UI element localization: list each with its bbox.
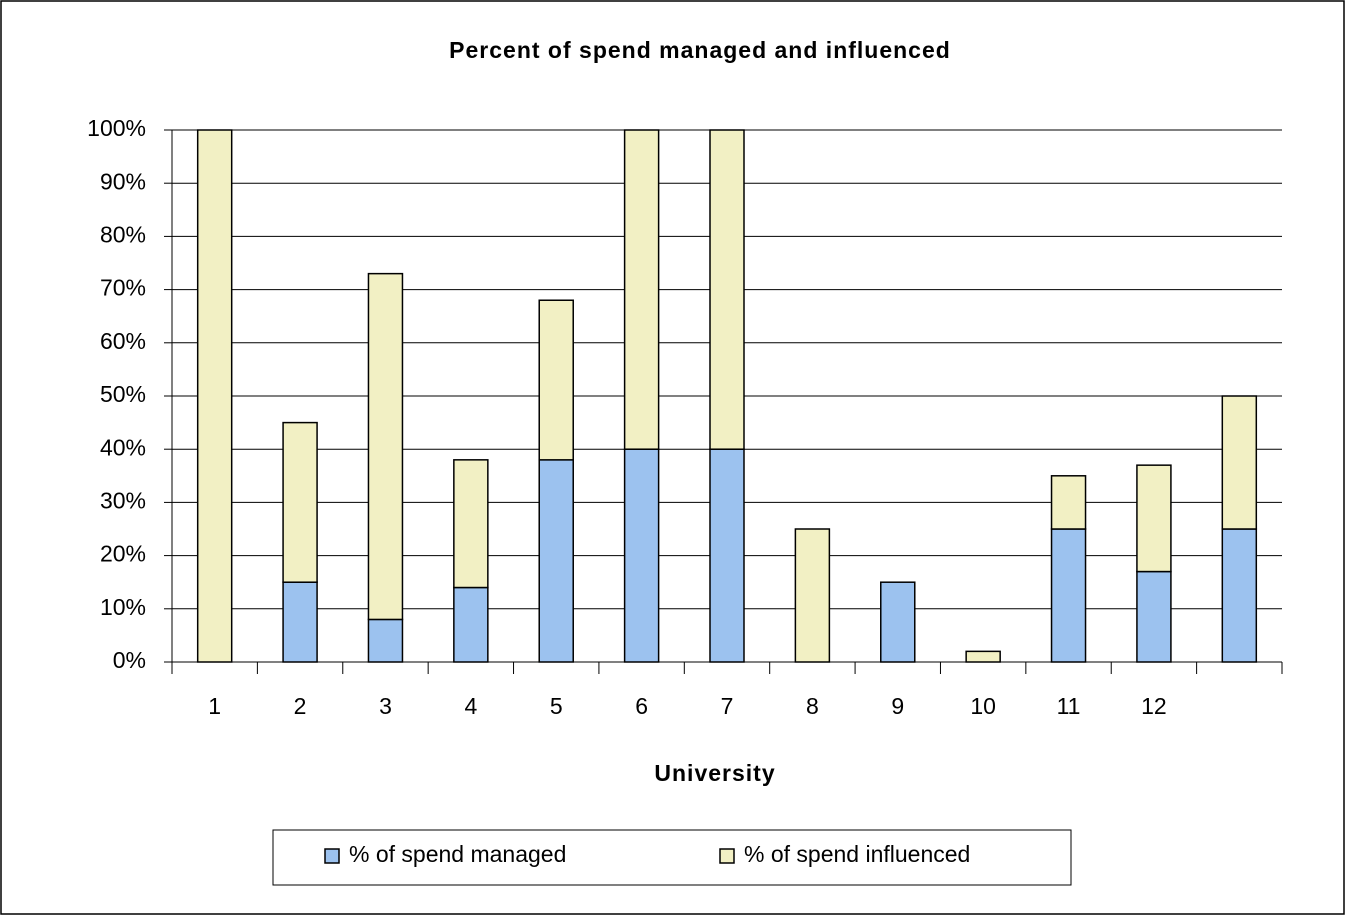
y-tick-label: 100% — [87, 115, 146, 141]
legend-box — [272, 829, 1072, 886]
bar-segment — [880, 581, 916, 663]
bar-segment — [1050, 528, 1087, 663]
x-tick-label: 9 — [891, 693, 904, 719]
y-tick-label: 60% — [100, 328, 146, 354]
legend-label: % of spend managed — [349, 841, 566, 867]
bar-segment — [965, 650, 1001, 663]
bar-segment — [1221, 395, 1258, 530]
y-tick-label: 30% — [100, 487, 146, 513]
bar-segment — [196, 129, 233, 663]
y-tick-label: 40% — [100, 434, 146, 460]
legend-swatch — [324, 848, 340, 864]
x-tick-label: 10 — [970, 693, 996, 719]
chart-title: Percent of spend managed and influenced — [449, 37, 951, 63]
x-tick-label: 12 — [1141, 693, 1167, 719]
bar-segment — [623, 129, 660, 450]
x-tick-label: 5 — [550, 693, 563, 719]
x-tick-label: 11 — [1057, 693, 1081, 719]
legend-swatch — [719, 848, 735, 864]
x-tick-label: 7 — [721, 693, 734, 719]
x-tick-label: 1 — [208, 693, 221, 719]
bar-segment — [623, 448, 660, 663]
y-tick-label: 80% — [100, 221, 146, 247]
x-tick-label: 4 — [464, 693, 477, 719]
bar-segment — [709, 129, 745, 450]
y-tick-label: 20% — [100, 541, 146, 567]
x-axis-label: University — [654, 760, 775, 786]
bar-segment — [538, 299, 574, 461]
bar-segment — [709, 448, 745, 663]
bar-segment — [1136, 570, 1172, 663]
y-tick-label: 10% — [100, 594, 146, 620]
bar-segment — [1136, 464, 1172, 573]
bar-segment — [282, 421, 318, 583]
y-tick-label: 50% — [100, 381, 146, 407]
bar-segment — [538, 459, 574, 663]
y-tick-label: 70% — [100, 275, 146, 301]
bar-segment — [453, 586, 489, 663]
bar-segment — [1221, 528, 1258, 663]
bar-segment — [1050, 475, 1087, 530]
bar-segment — [367, 618, 404, 663]
x-tick-label: 3 — [379, 693, 392, 719]
x-tick-label: 2 — [294, 693, 307, 719]
x-tick-label: 8 — [806, 693, 819, 719]
bar-segment — [367, 272, 404, 621]
bar-segment — [453, 459, 489, 589]
y-tick-label: 0% — [113, 647, 146, 673]
bar-segment — [282, 581, 318, 663]
bar-segment — [794, 528, 831, 663]
y-tick-label: 90% — [100, 168, 146, 194]
x-tick-label: 6 — [635, 693, 648, 719]
legend-label: % of spend influenced — [744, 841, 970, 867]
